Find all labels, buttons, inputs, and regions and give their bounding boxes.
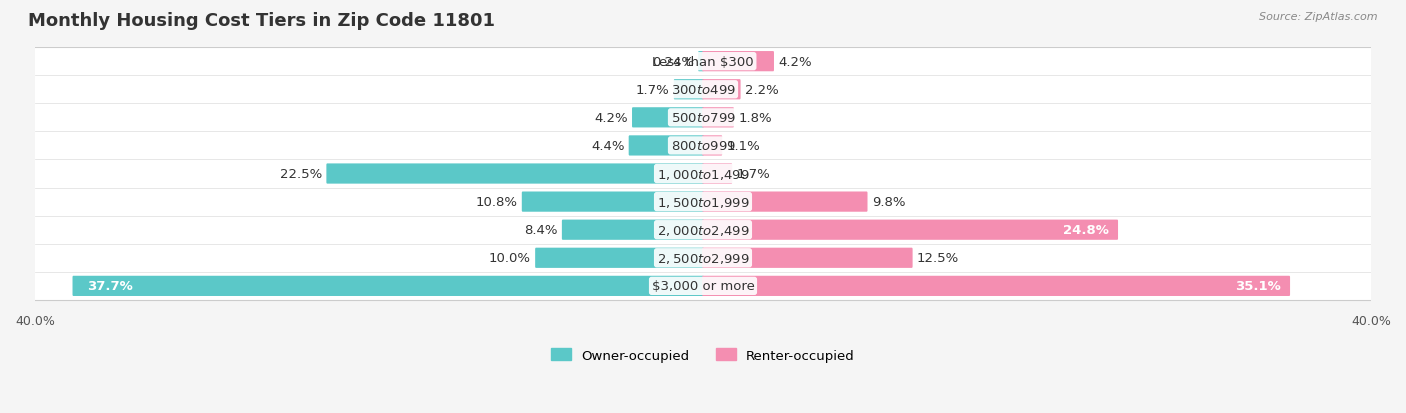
Text: 4.2%: 4.2% [595, 112, 628, 125]
Text: $2,000 to $2,499: $2,000 to $2,499 [657, 223, 749, 237]
FancyBboxPatch shape [702, 80, 741, 100]
FancyBboxPatch shape [35, 76, 1371, 104]
FancyBboxPatch shape [702, 52, 773, 72]
FancyBboxPatch shape [702, 108, 734, 128]
FancyBboxPatch shape [35, 160, 1371, 188]
Text: 1.7%: 1.7% [636, 83, 669, 97]
Text: 10.8%: 10.8% [475, 196, 517, 209]
FancyBboxPatch shape [702, 220, 1118, 240]
Text: 9.8%: 9.8% [872, 196, 905, 209]
FancyBboxPatch shape [35, 216, 1371, 244]
FancyBboxPatch shape [35, 272, 1371, 300]
Text: 37.7%: 37.7% [87, 280, 132, 293]
FancyBboxPatch shape [35, 132, 1371, 160]
FancyBboxPatch shape [673, 80, 704, 100]
Text: $2,500 to $2,999: $2,500 to $2,999 [657, 251, 749, 265]
Text: 24.8%: 24.8% [1063, 224, 1109, 237]
Text: 2.2%: 2.2% [745, 83, 779, 97]
Text: Source: ZipAtlas.com: Source: ZipAtlas.com [1260, 12, 1378, 22]
Text: 12.5%: 12.5% [917, 252, 959, 265]
Text: 35.1%: 35.1% [1234, 280, 1281, 293]
FancyBboxPatch shape [35, 244, 1371, 272]
Text: 8.4%: 8.4% [524, 224, 558, 237]
Text: 4.2%: 4.2% [778, 55, 811, 69]
FancyBboxPatch shape [35, 48, 1371, 76]
Text: $800 to $999: $800 to $999 [671, 140, 735, 152]
Text: 1.8%: 1.8% [738, 112, 772, 125]
Text: Less than $300: Less than $300 [652, 55, 754, 69]
FancyBboxPatch shape [73, 276, 704, 296]
FancyBboxPatch shape [633, 108, 704, 128]
Text: 1.7%: 1.7% [737, 168, 770, 180]
Text: $1,500 to $1,999: $1,500 to $1,999 [657, 195, 749, 209]
Text: $300 to $499: $300 to $499 [671, 83, 735, 97]
Text: $500 to $799: $500 to $799 [671, 112, 735, 125]
Text: 10.0%: 10.0% [489, 252, 531, 265]
FancyBboxPatch shape [702, 136, 723, 156]
Text: $1,000 to $1,499: $1,000 to $1,499 [657, 167, 749, 181]
FancyBboxPatch shape [522, 192, 704, 212]
Legend: Owner-occupied, Renter-occupied: Owner-occupied, Renter-occupied [546, 343, 860, 367]
FancyBboxPatch shape [536, 248, 704, 268]
Text: 0.24%: 0.24% [652, 55, 695, 69]
FancyBboxPatch shape [562, 220, 704, 240]
FancyBboxPatch shape [326, 164, 704, 184]
FancyBboxPatch shape [702, 164, 733, 184]
Text: 22.5%: 22.5% [280, 168, 322, 180]
Text: 1.1%: 1.1% [727, 140, 761, 152]
FancyBboxPatch shape [702, 248, 912, 268]
Text: $3,000 or more: $3,000 or more [651, 280, 755, 293]
FancyBboxPatch shape [628, 136, 704, 156]
FancyBboxPatch shape [35, 188, 1371, 216]
Text: Monthly Housing Cost Tiers in Zip Code 11801: Monthly Housing Cost Tiers in Zip Code 1… [28, 12, 495, 30]
FancyBboxPatch shape [702, 276, 1291, 296]
Text: 4.4%: 4.4% [591, 140, 624, 152]
FancyBboxPatch shape [702, 192, 868, 212]
FancyBboxPatch shape [699, 52, 704, 72]
FancyBboxPatch shape [35, 104, 1371, 132]
